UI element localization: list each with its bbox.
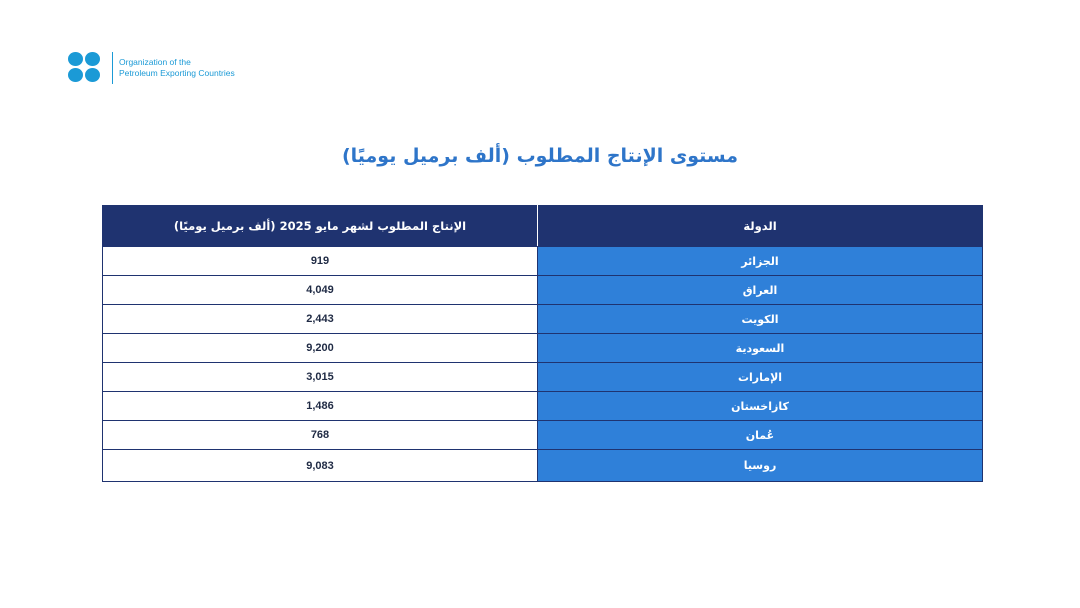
table-row: عُمان 768 [102,420,983,450]
production-table: الدولة الإنتاج المطلوب لشهر مايو 2025 (أ… [102,205,983,482]
country-cell: روسيا [537,449,983,482]
logo-line-2: Petroleum Exporting Countries [119,68,235,78]
table-row: الجزائر 919 [102,246,983,276]
table-row: العراق 4,049 [102,275,983,305]
country-cell: الكويت [537,304,983,334]
table-row: روسيا 9,083 [102,449,983,482]
country-cell: عُمان [537,420,983,450]
logo-line-1: Organization of the [119,57,191,67]
country-cell: العراق [537,275,983,305]
production-cell: 9,200 [102,333,538,363]
country-cell: السعودية [537,333,983,363]
country-cell: الإمارات [537,362,983,392]
production-cell: 3,015 [102,362,538,392]
table-row: السعودية 9,200 [102,333,983,363]
production-cell: 768 [102,420,538,450]
production-cell: 4,049 [102,275,538,305]
production-cell: 9,083 [102,449,538,482]
page-title: مستوى الإنتاج المطلوب (ألف برميل يوميًا) [341,145,739,167]
opec-emblem-icon [68,52,102,84]
table-row: الإمارات 3,015 [102,362,983,392]
production-cell: 1,486 [102,391,538,421]
header-production: الإنتاج المطلوب لشهر مايو 2025 (ألف برمي… [102,205,538,247]
country-cell: الجزائر [537,246,983,276]
production-cell: 919 [102,246,538,276]
country-cell: كازاخستان [537,391,983,421]
table-row: الكويت 2,443 [102,304,983,334]
logo-divider [112,52,113,84]
logo-text: Organization of the Petroleum Exporting … [119,57,235,79]
table-header-row: الدولة الإنتاج المطلوب لشهر مايو 2025 (أ… [102,205,983,247]
table-row: كازاخستان 1,486 [102,391,983,421]
production-cell: 2,443 [102,304,538,334]
header-country: الدولة [537,205,983,247]
opec-logo: Organization of the Petroleum Exporting … [68,52,235,84]
